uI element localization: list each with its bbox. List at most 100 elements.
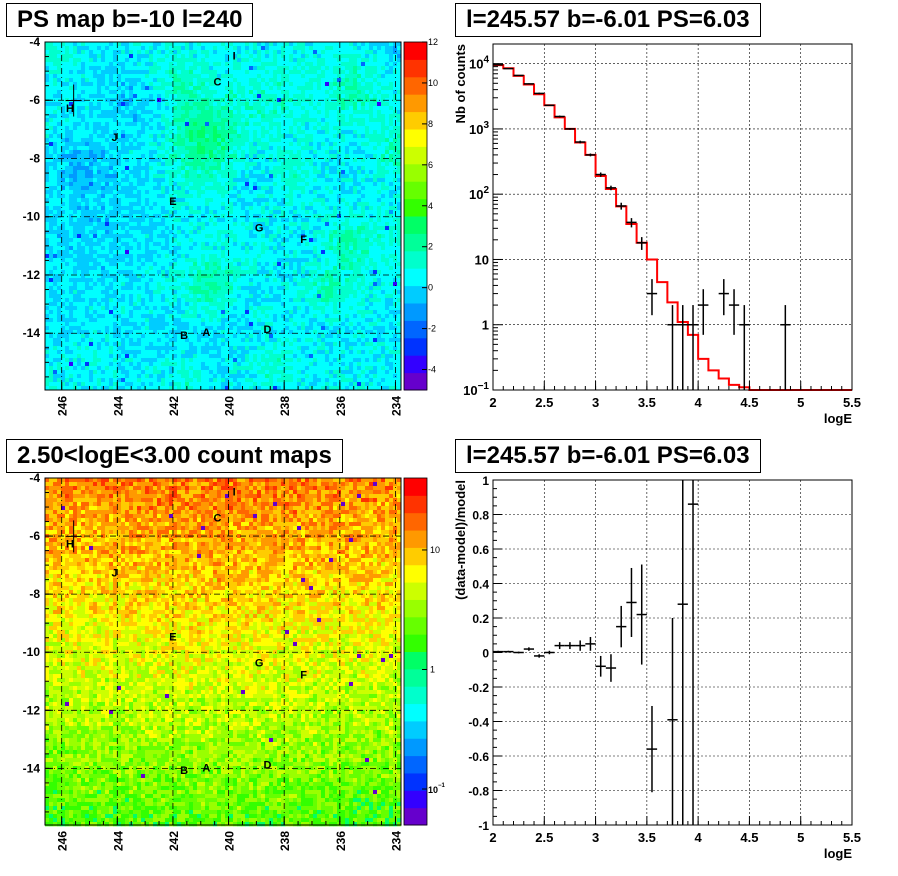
heatmap-cell [345,238,350,243]
heatmap-cell [349,90,354,95]
heatmap-cell [157,146,162,151]
heatmap-cell [309,178,314,183]
heatmap-cell [305,146,310,151]
heatmap-cell [349,130,354,135]
heatmap-cell [317,138,322,143]
heatmap-cell [185,174,190,179]
heatmap-cell [205,202,210,207]
heatmap-cell [225,234,230,239]
heatmap-cell [369,214,374,219]
heatmap-cell [173,126,178,131]
heatmap-cell [125,202,130,207]
heatmap-cell [245,142,250,147]
heatmap-cell [129,206,134,211]
heatmap-cell [221,246,226,251]
heatmap-cell [365,154,370,159]
heatmap-cell [313,150,318,155]
heatmap-cell [377,218,382,223]
heatmap-cell [117,58,122,63]
heatmap-cell [285,206,290,211]
heatmap-cell [377,146,382,151]
heatmap-cell [273,142,278,147]
heatmap-cell [357,234,362,239]
heatmap-cell [325,174,330,179]
heatmap-cell [261,126,266,131]
heatmap-cell [289,58,294,63]
heatmap-cell [61,154,66,159]
heatmap-cell [149,206,154,211]
heatmap-cell [161,162,166,167]
heatmap-cell [313,258,318,263]
heatmap-cell [61,126,66,131]
heatmap-cell [365,126,370,131]
heatmap-cell [313,226,318,231]
heatmap-cell [157,122,162,127]
heatmap-cell [233,106,238,111]
heatmap-cell [109,118,114,123]
heatmap-cell [105,46,110,51]
heatmap-cell [129,46,134,51]
heatmap-cell [145,42,150,47]
heatmap-cell [181,194,186,199]
heatmap-cell [261,222,266,227]
heatmap-cell [353,178,358,183]
heatmap-cell [193,62,198,67]
heatmap-cell [49,202,54,207]
heatmap-cell [65,258,70,263]
heatmap-cell [377,130,382,135]
heatmap-cell [273,254,278,259]
heatmap-cell [201,194,206,199]
heatmap-cell [117,126,122,131]
heatmap-cell [241,106,246,111]
heatmap-cell [149,166,154,171]
heatmap-cell [173,198,178,203]
heatmap-cell [369,58,374,63]
heatmap-cell [273,182,278,187]
heatmap-cell [365,166,370,171]
heatmap-cell [85,54,90,59]
heatmap-cell [337,106,342,111]
heatmap-cell [357,218,362,223]
heatmap-cell [173,186,178,191]
heatmap-cell [377,178,382,183]
heatmap-cell [45,174,50,179]
heatmap-cell [317,86,322,91]
heatmap-cell [257,182,262,187]
heatmap-cell [281,58,286,63]
heatmap-cell [329,114,334,119]
heatmap-cell [169,202,174,207]
heatmap-cell [237,198,242,203]
heatmap-cell [125,82,130,87]
heatmap-cell [365,194,370,199]
heatmap-cell [377,162,382,167]
heatmap-cell [117,186,122,191]
heatmap-cell [221,194,226,199]
heatmap-cell [93,250,98,255]
heatmap-cell [349,138,354,143]
heatmap-cell [113,178,118,183]
heatmap-cell [113,162,118,167]
heatmap-cell [329,70,334,75]
heatmap-cell [97,246,102,251]
heatmap-cell [313,254,318,259]
heatmap-cell [389,254,394,259]
heatmap-cell [201,86,206,91]
heatmap-cell [185,262,190,267]
heatmap-cell [277,94,282,99]
heatmap-cell [53,118,58,123]
heatmap-cell [205,90,210,95]
heatmap-cell [389,138,394,143]
heatmap-cell [225,74,230,79]
heatmap-cell [53,250,58,255]
heatmap-cell [65,114,70,119]
heatmap-cell [369,210,374,215]
heatmap-cell [109,114,114,119]
heatmap-cell [361,106,366,111]
heatmap-cell [209,98,214,103]
heatmap-cell [309,150,314,155]
heatmap-cell [221,210,226,215]
heatmap-cell [81,86,86,91]
heatmap-cell [245,234,250,239]
heatmap-cell [145,246,150,251]
heatmap-cell [89,218,94,223]
